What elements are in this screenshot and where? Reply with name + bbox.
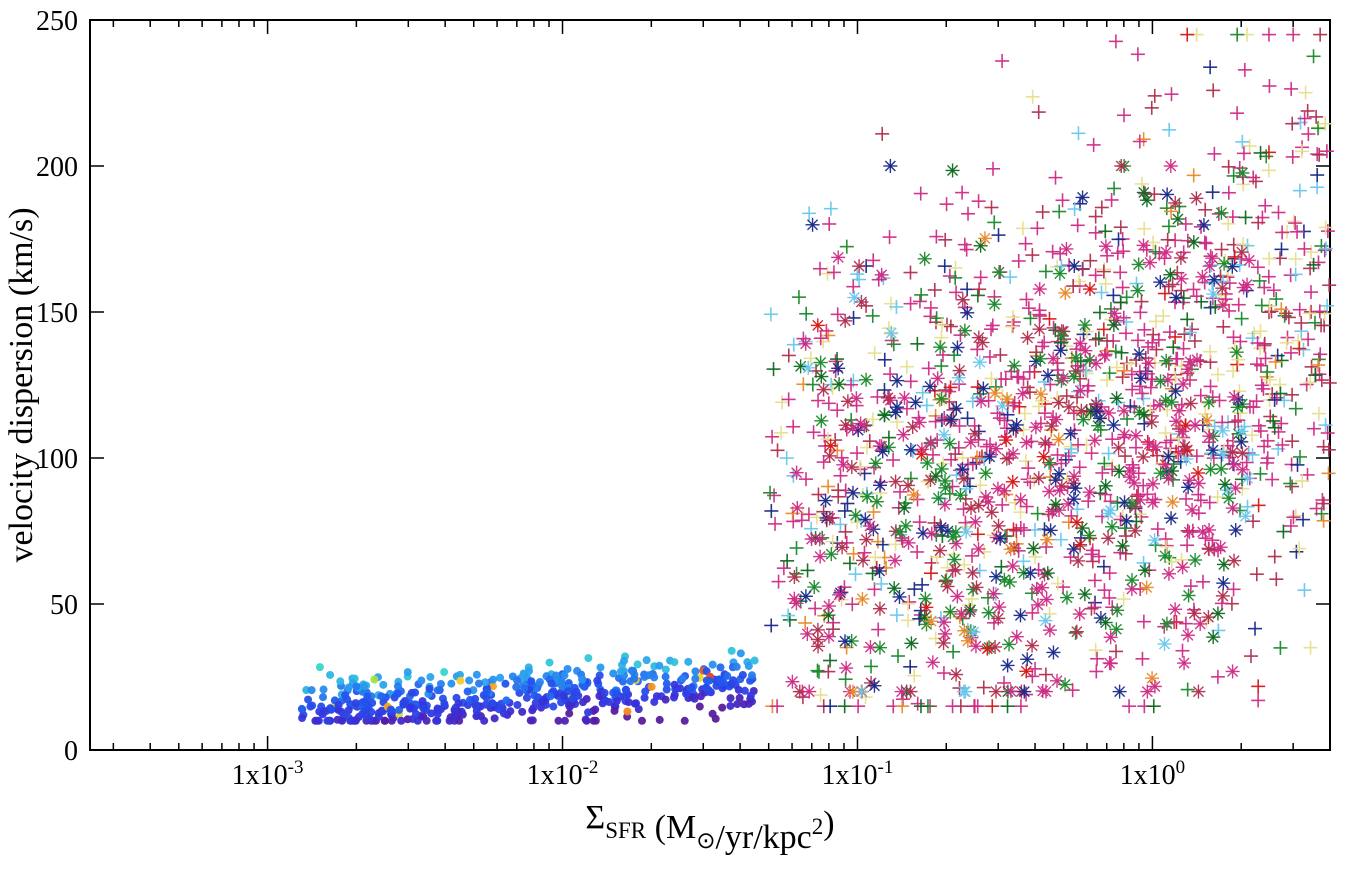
lehnert-scatter — [763, 28, 1337, 714]
plot-frame — [90, 20, 1330, 750]
y-tick-label: 250 — [36, 6, 78, 37]
x-tick-label: 1x100 — [1120, 757, 1186, 791]
x-tick-label: 1x10-3 — [232, 757, 304, 791]
main-svg: 1x10-3 1x10-2 1x10-1 1x100 ΣSFR (M⊙/yr/kpc2)… — [0, 0, 1352, 874]
x-tick-label: 1x10-1 — [822, 757, 894, 791]
y-tick-label: 200 — [36, 152, 78, 183]
y-tick-label: 100 — [36, 444, 78, 475]
chart-root: 1x10-3 1x10-2 1x10-1 1x100 ΣSFR (M⊙/yr/kpc2)… — [0, 0, 1352, 874]
y-axis-title: velocity dispersion (km/s) — [3, 207, 40, 562]
y-tick-label: 150 — [36, 298, 78, 329]
y-tick-label: 50 — [50, 590, 78, 621]
y-tick-label: 0 — [64, 736, 78, 767]
x-tick-label: 1x10-2 — [527, 757, 599, 791]
x-axis-title: ΣSFR (M⊙/yr/kpc2) — [585, 799, 834, 856]
sami-scatter — [298, 647, 759, 725]
